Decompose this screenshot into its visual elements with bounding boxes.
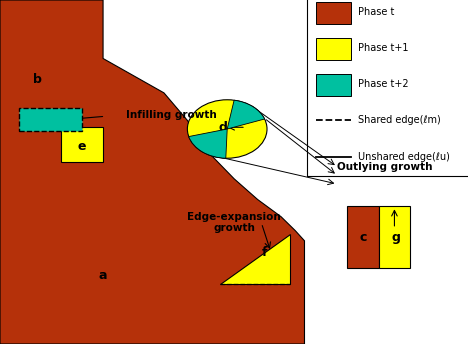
Text: a: a: [99, 269, 107, 282]
Text: Unshared edge(ℓu): Unshared edge(ℓu): [358, 151, 450, 162]
Polygon shape: [220, 234, 291, 284]
Wedge shape: [189, 129, 227, 158]
Text: Phase t+1: Phase t+1: [358, 43, 409, 53]
Bar: [316, 2, 351, 24]
Bar: [346, 206, 379, 268]
Text: h: h: [208, 138, 216, 149]
Text: Phase t+2: Phase t+2: [358, 79, 409, 89]
Text: b: b: [33, 73, 42, 86]
Circle shape: [187, 100, 267, 158]
Text: Edge-expansion
growth: Edge-expansion growth: [187, 212, 281, 233]
Text: f: f: [262, 246, 267, 259]
Bar: [19, 108, 82, 131]
Text: d: d: [218, 121, 227, 134]
Bar: [316, 38, 351, 60]
Text: i: i: [243, 103, 247, 113]
Polygon shape: [0, 0, 304, 344]
Text: j: j: [31, 113, 35, 126]
Text: Outlying growth: Outlying growth: [337, 162, 433, 172]
Bar: [379, 206, 410, 268]
Bar: [316, 74, 351, 96]
Text: c: c: [359, 231, 367, 244]
Text: Infilling growth: Infilling growth: [127, 110, 217, 120]
Wedge shape: [227, 100, 264, 129]
Text: g: g: [392, 231, 400, 244]
Text: e: e: [78, 140, 86, 153]
Bar: [307, 0, 473, 176]
Bar: [61, 127, 103, 162]
Text: Shared edge(ℓm): Shared edge(ℓm): [358, 115, 441, 126]
Text: Phase t: Phase t: [358, 7, 395, 17]
